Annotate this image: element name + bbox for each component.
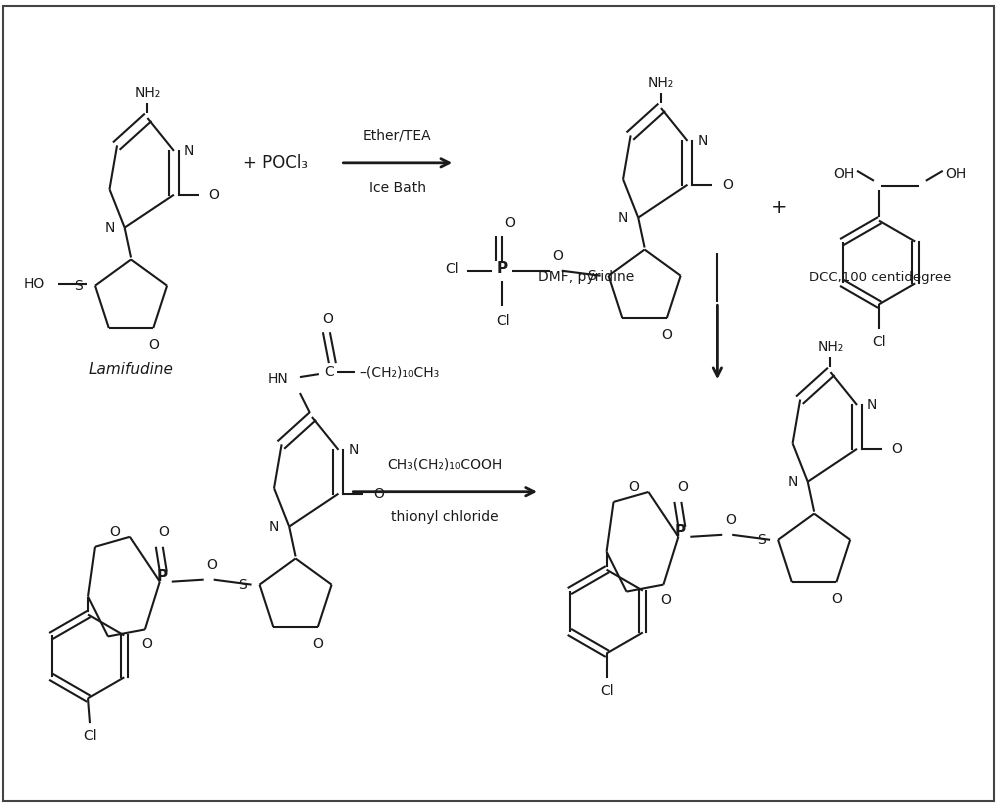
Text: O: O: [628, 480, 639, 494]
Text: O: O: [373, 487, 384, 500]
Text: NH₂: NH₂: [648, 76, 674, 90]
Text: N: N: [348, 443, 359, 457]
Text: O: O: [141, 638, 152, 651]
Text: Cl: Cl: [600, 684, 613, 698]
Text: C: C: [324, 365, 334, 379]
Text: O: O: [831, 592, 842, 606]
Text: OH: OH: [945, 167, 966, 181]
Text: O: O: [725, 513, 736, 527]
Text: O: O: [661, 328, 672, 342]
Text: Cl: Cl: [83, 729, 97, 743]
Text: O: O: [148, 338, 159, 352]
Text: HN: HN: [267, 372, 288, 386]
Text: O: O: [891, 442, 902, 456]
Text: Cl: Cl: [496, 314, 510, 328]
Text: S: S: [238, 578, 247, 592]
Text: NH₂: NH₂: [817, 341, 844, 354]
Text: O: O: [312, 637, 323, 651]
Text: Lamifudine: Lamifudine: [89, 362, 173, 377]
Text: + POCl₃: + POCl₃: [243, 154, 308, 172]
Text: O: O: [208, 188, 219, 202]
Text: O: O: [158, 525, 169, 539]
Text: Cl: Cl: [872, 335, 886, 349]
Text: N: N: [867, 398, 877, 412]
Text: O: O: [677, 480, 688, 494]
Text: S: S: [74, 278, 82, 293]
Text: +: +: [771, 199, 787, 217]
Text: N: N: [697, 134, 708, 148]
Text: CH₃(CH₂)₁₀COOH: CH₃(CH₂)₁₀COOH: [388, 458, 503, 472]
Text: P: P: [675, 525, 686, 539]
Text: N: N: [104, 220, 115, 235]
Text: thionyl chloride: thionyl chloride: [391, 509, 499, 524]
Text: O: O: [504, 216, 515, 230]
Text: Ice Bath: Ice Bath: [369, 181, 426, 194]
Text: O: O: [660, 592, 671, 607]
Text: O: O: [722, 178, 733, 192]
Text: S: S: [587, 269, 596, 282]
Text: DCC,100 centidegree: DCC,100 centidegree: [809, 271, 952, 284]
Text: OH: OH: [833, 167, 855, 181]
Text: S: S: [757, 533, 766, 547]
Text: HO: HO: [24, 277, 45, 291]
Text: N: N: [269, 520, 279, 533]
Text: Ether/TEA: Ether/TEA: [363, 129, 432, 143]
Text: DMF, pyridine: DMF, pyridine: [538, 270, 635, 284]
Text: O: O: [322, 312, 333, 326]
Text: O: O: [206, 558, 217, 571]
Text: NH₂: NH₂: [134, 86, 161, 100]
Text: O: O: [109, 525, 120, 539]
Text: O: O: [552, 249, 563, 263]
Text: N: N: [618, 211, 628, 224]
Text: N: N: [788, 475, 798, 489]
Text: –(CH₂)₁₀CH₃: –(CH₂)₁₀CH₃: [360, 365, 440, 379]
Text: P: P: [156, 569, 167, 584]
Text: N: N: [184, 144, 194, 158]
Text: P: P: [496, 261, 507, 276]
Text: Cl: Cl: [445, 261, 459, 276]
